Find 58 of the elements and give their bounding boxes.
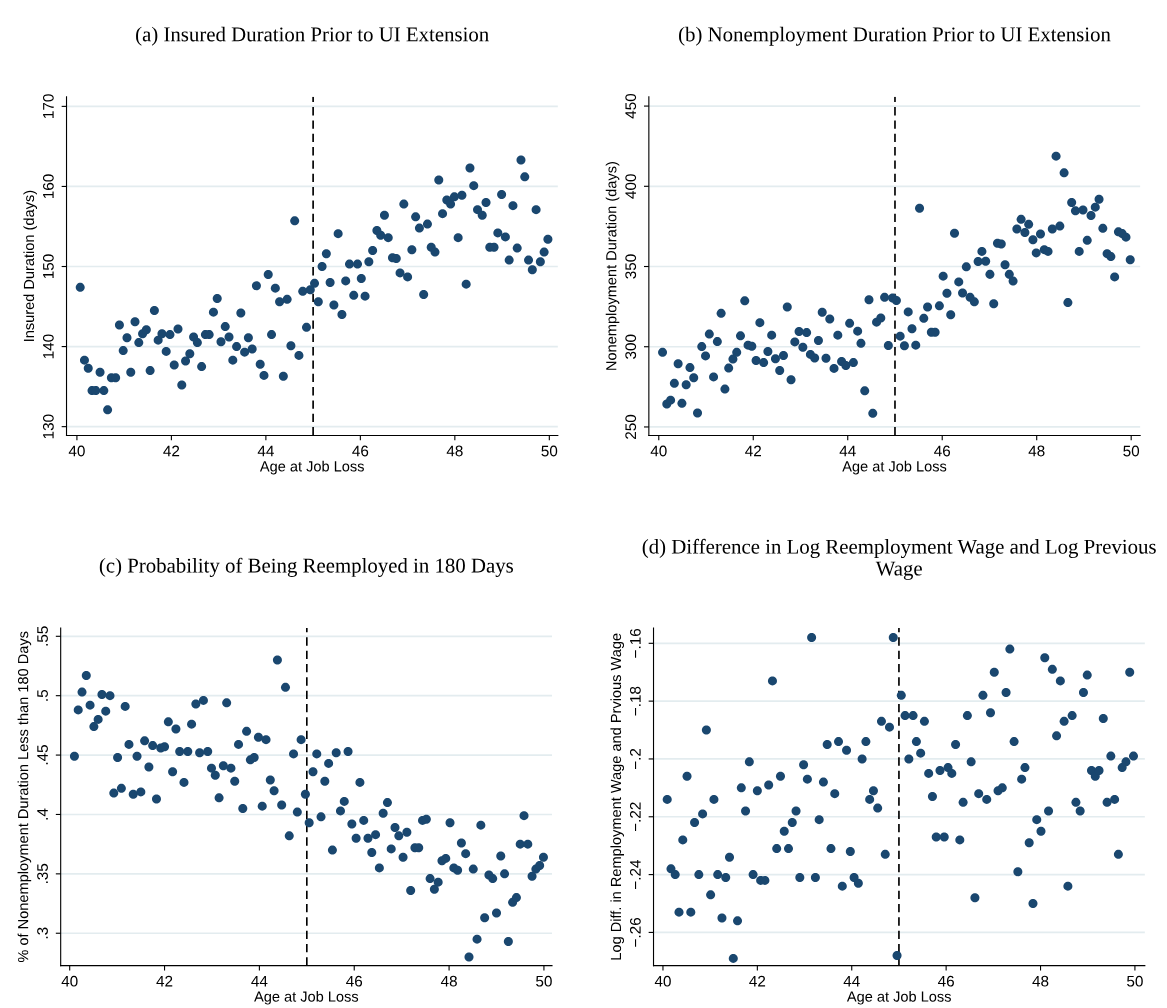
y-tick-label: .3 [37, 927, 48, 939]
y-tick-label: 350 [625, 254, 637, 279]
y-tick-label: 400 [625, 174, 637, 199]
chart-title: (d) Difference in Log Reemployment Wage and Log Previous Wage [642, 538, 1156, 580]
x-tick-label: 46 [934, 445, 951, 457]
x-tick-label: 44 [257, 445, 274, 457]
y-tick-label: 250 [625, 414, 637, 439]
y-tick-label: .55 [37, 626, 48, 646]
y-tick-label: .45 [37, 745, 48, 765]
y-tick-label: −.24 [629, 859, 641, 889]
x-tick-label: 44 [251, 975, 268, 987]
y-tick-label: 450 [625, 93, 637, 119]
y-tick-label: .35 [37, 863, 48, 884]
x-tick-label: 42 [163, 445, 180, 457]
x-tick-label: 42 [156, 975, 173, 987]
x-tick-label: 40 [68, 445, 85, 457]
chart-title: (c) Probability of Being Reemployed in 180 Days [99, 557, 514, 577]
x-tick-label: 40 [61, 975, 78, 987]
x-tick-label: 46 [937, 975, 954, 987]
x-tick-label: 40 [650, 445, 667, 457]
x-tick-label: 48 [1028, 445, 1045, 457]
x-tick-label: 50 [536, 975, 552, 987]
x-tick-label: 42 [745, 445, 761, 457]
x-tick-label: 48 [446, 445, 463, 457]
x-tick-label: 44 [843, 975, 860, 987]
y-tick-label: −.2 [629, 748, 641, 770]
x-axis-title: Age at Job Loss [846, 991, 951, 1005]
y-tick-label: −.16 [629, 628, 641, 658]
x-tick-label: 46 [346, 975, 363, 987]
y-axis-title: % of Nonemployment Duration Less than 180 Days [17, 631, 32, 963]
y-tick-label: 130 [42, 414, 54, 439]
x-axis-title: Age at Job Loss [259, 460, 364, 475]
x-tick-label: 48 [440, 975, 457, 987]
x-tick-label: 44 [839, 445, 856, 457]
y-tick-label: 150 [42, 254, 54, 279]
x-tick-label: 50 [1127, 975, 1143, 987]
x-axis-title: Age at Job Loss [842, 460, 947, 475]
x-axis-title: Age at Job Loss [254, 991, 359, 1005]
chart-title: (b) Nonemployment Duration Prior to UI Extension [679, 26, 1111, 46]
y-tick-label: .4 [37, 808, 48, 820]
y-tick-label: −.26 [629, 918, 641, 947]
y-tick-label: 160 [42, 174, 54, 199]
x-tick-label: 48 [1032, 975, 1049, 987]
chart-title: (a) Insured Duration Prior to UI Extension [136, 26, 489, 46]
y-axis-title: Log Diff. in Remployment Wage and Prvious Wage [610, 633, 624, 960]
y-tick-label: .5 [37, 689, 48, 701]
y-tick-label: 300 [625, 334, 637, 359]
x-tick-label: 46 [352, 445, 369, 457]
y-axis-title: Nonemployment Duration (days) [605, 162, 620, 370]
y-tick-label: 170 [42, 94, 54, 118]
y-axis-title: Insured Duration (days) [23, 190, 37, 341]
x-tick-label: 42 [749, 975, 766, 987]
x-tick-label: 40 [654, 975, 671, 987]
y-tick-label: 140 [42, 334, 54, 359]
x-tick-label: 50 [1123, 445, 1140, 457]
y-tick-label: −.22 [629, 802, 641, 832]
x-tick-label: 50 [541, 445, 558, 457]
y-tick-label: −.18 [629, 686, 641, 716]
